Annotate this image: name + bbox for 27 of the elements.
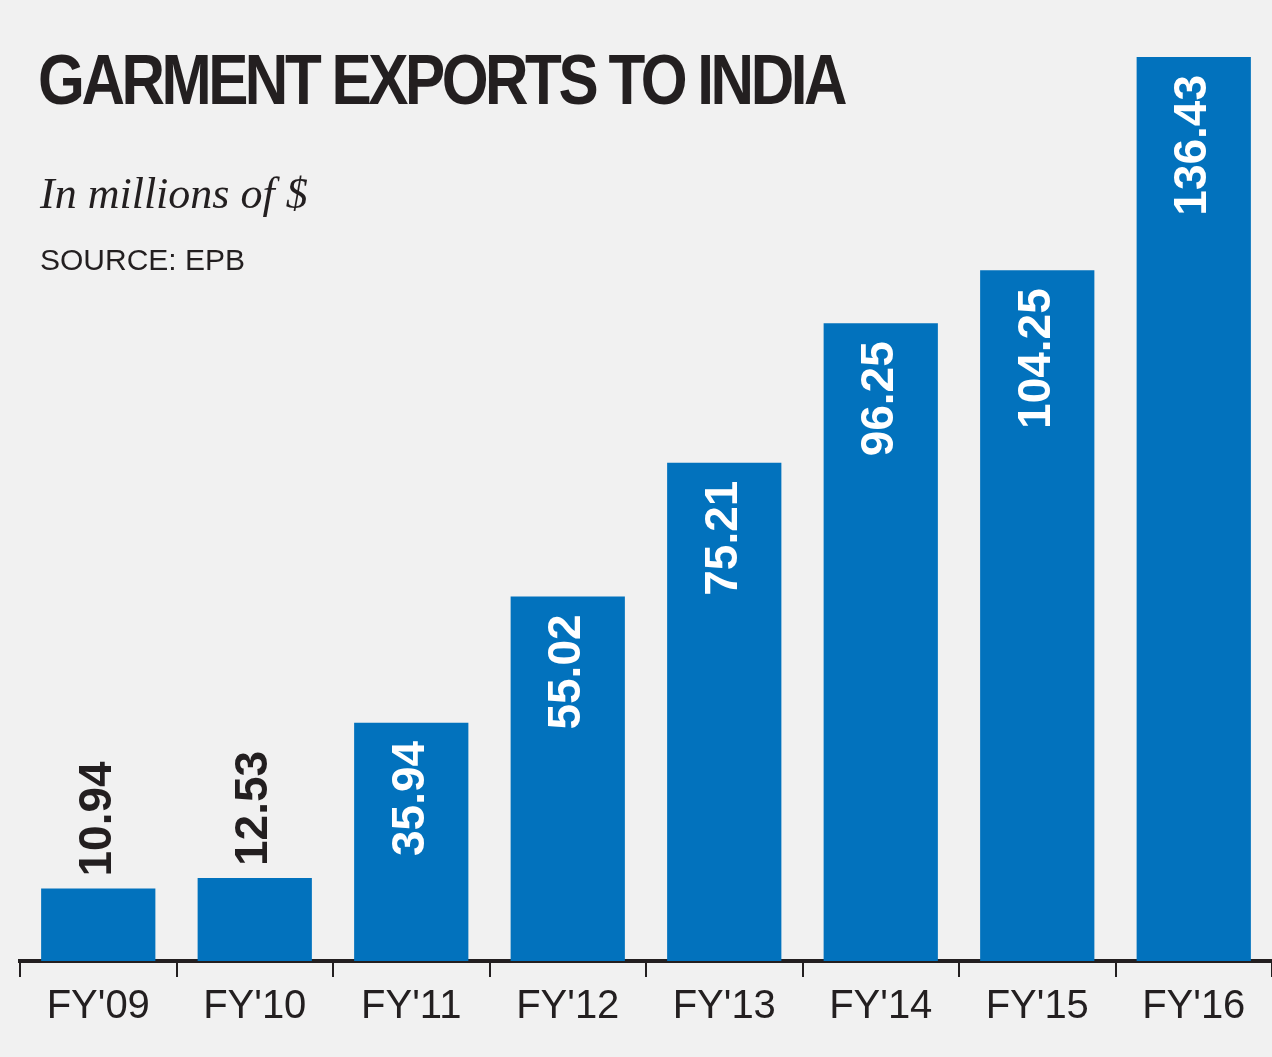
chart-title: GARMENT EXPORTS TO INDIA xyxy=(38,40,845,120)
x-tick-label: FY'11 xyxy=(361,982,462,1027)
x-tick-label: FY'16 xyxy=(1142,982,1246,1027)
bar xyxy=(354,722,469,961)
bar xyxy=(667,462,782,961)
bar xyxy=(41,888,156,961)
bar xyxy=(980,270,1095,961)
bar xyxy=(823,323,938,961)
data-label: 104.25 xyxy=(1007,288,1060,429)
x-tick-label: FY'13 xyxy=(672,982,776,1027)
data-label: 96.25 xyxy=(851,341,904,457)
x-tick-label: FY'09 xyxy=(46,982,150,1027)
data-label: 75.21 xyxy=(694,480,747,596)
data-label: 35.94 xyxy=(381,740,434,856)
data-label: 10.94 xyxy=(68,760,121,877)
text: In millions of $ xyxy=(40,168,308,219)
x-tick-label: FY'14 xyxy=(829,982,933,1027)
annotation: SOURCE: EPB xyxy=(40,243,246,277)
x-tick-label: FY'10 xyxy=(203,982,307,1027)
data-label: 55.02 xyxy=(538,614,591,730)
data-label: 12.53 xyxy=(225,750,278,866)
bar xyxy=(197,877,312,961)
x-tick-label: FY'15 xyxy=(985,982,1089,1027)
data-label: 136.43 xyxy=(1164,75,1217,216)
x-tick-label: FY'12 xyxy=(516,982,620,1027)
bar xyxy=(510,596,625,961)
bar xyxy=(1136,57,1251,961)
